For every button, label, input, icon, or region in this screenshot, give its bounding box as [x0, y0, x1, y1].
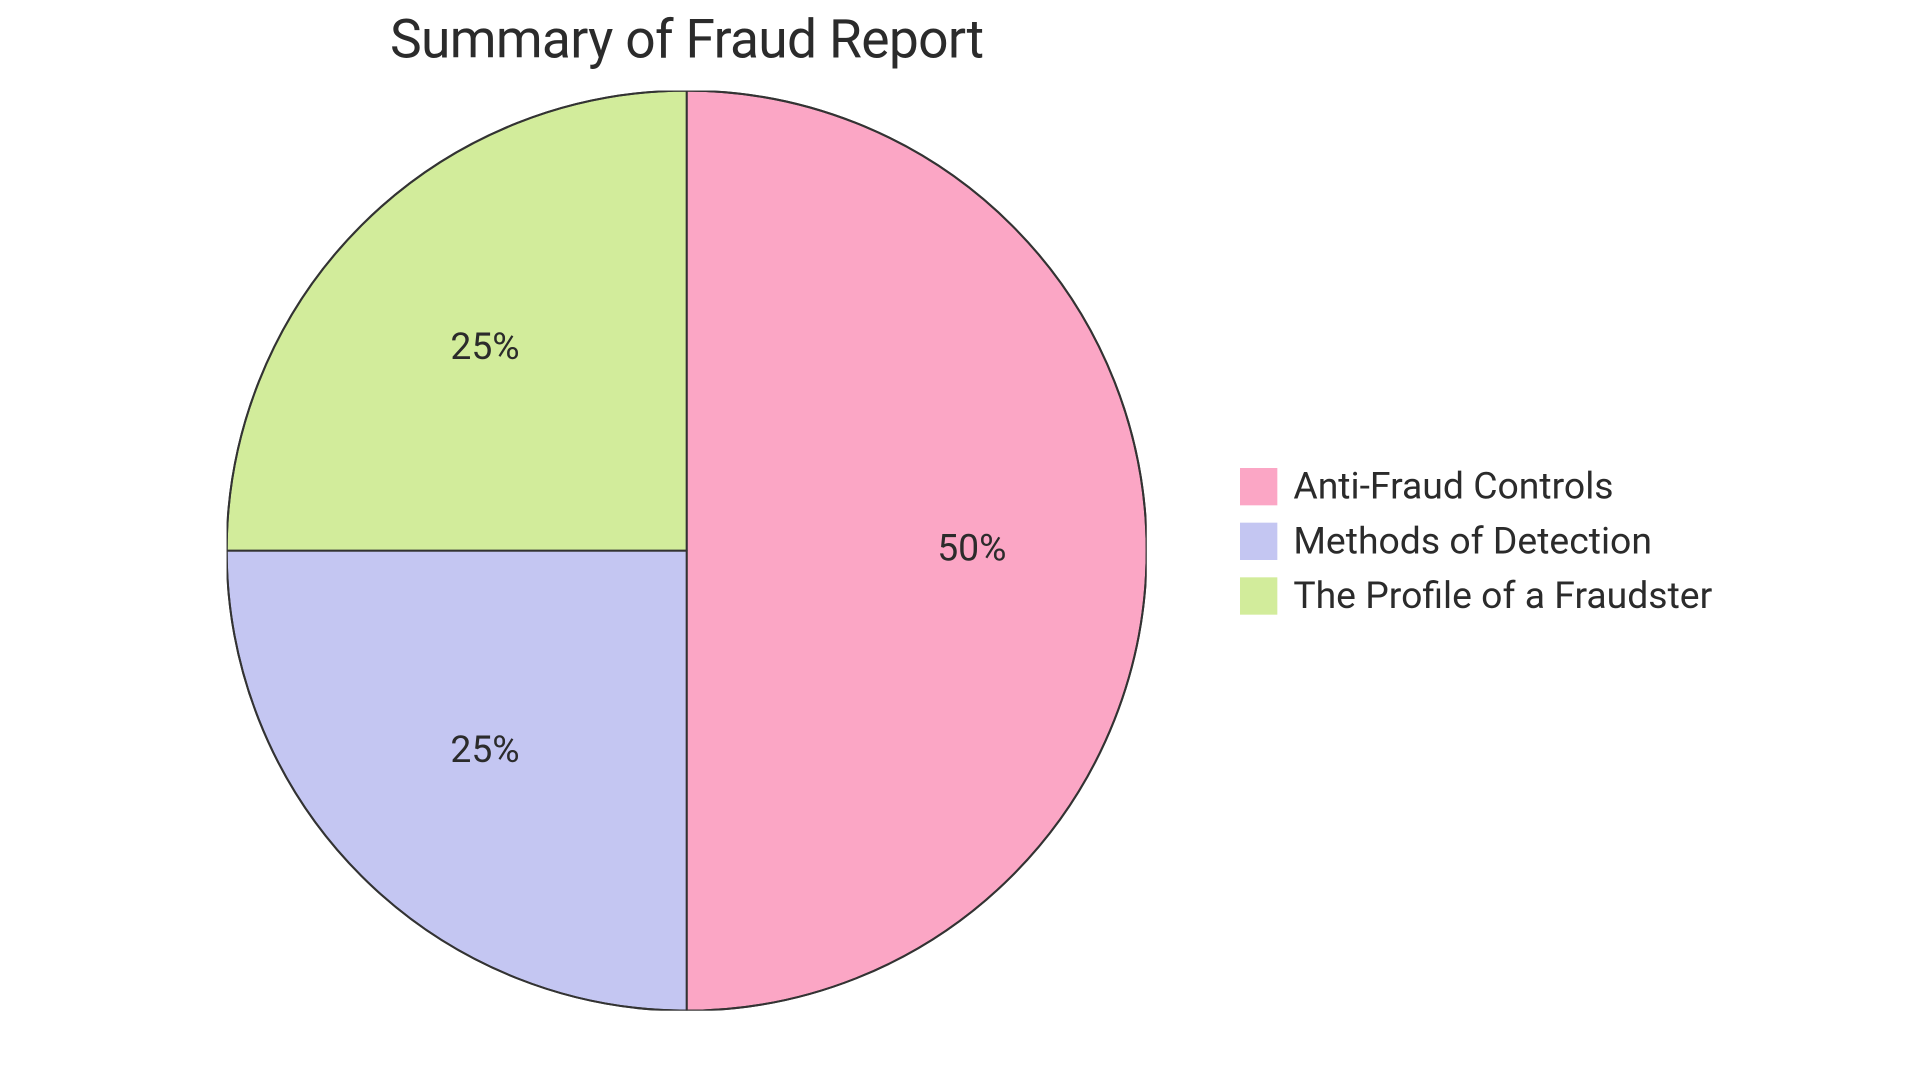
pie-chart: 50% 25% 25%	[227, 91, 1147, 1016]
chart-title: Summary of Fraud Report	[0, 8, 1373, 71]
legend-swatch	[1240, 522, 1277, 559]
legend-label: The Profile of a Fraudster	[1293, 573, 1712, 617]
pie-slice	[687, 91, 1147, 1011]
legend-swatch	[1240, 467, 1277, 504]
slice-label: 50%	[937, 527, 1006, 571]
pie-slice	[227, 551, 687, 1011]
legend-label: Anti-Fraud Controls	[1293, 464, 1613, 508]
legend-item: The Profile of a Fraudster	[1240, 573, 1712, 617]
legend: Anti-Fraud Controls Methods of Detection T…	[1240, 464, 1712, 628]
legend-item: Anti-Fraud Controls	[1240, 464, 1712, 508]
slice-label: 25%	[450, 325, 519, 369]
slice-label: 25%	[450, 728, 519, 772]
legend-item: Methods of Detection	[1240, 519, 1712, 563]
legend-swatch	[1240, 577, 1277, 614]
legend-label: Methods of Detection	[1293, 519, 1652, 563]
pie-slice	[227, 91, 687, 551]
